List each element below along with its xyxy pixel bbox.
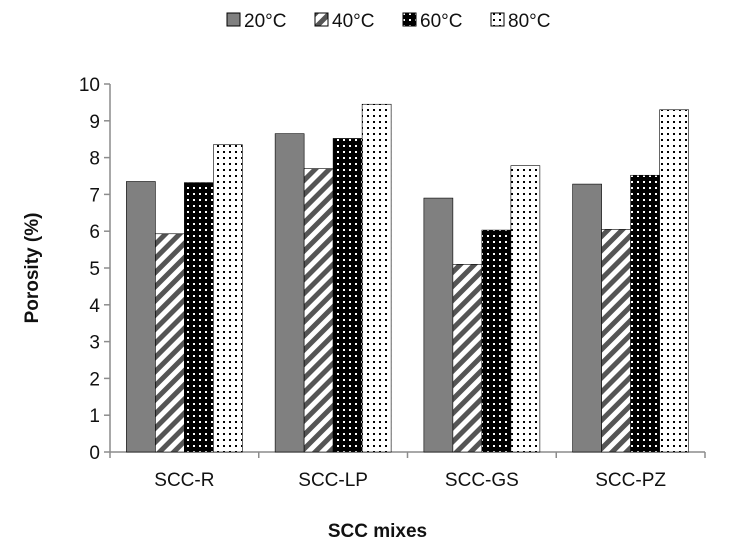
bar-scc-lp-series-3 bbox=[361, 103, 392, 453]
labels: 0 1 2 3 4 5 6 7 8 9 10 SCC-R SCC-LP SCC-GS SCC-PZ SCC m… bbox=[22, 75, 666, 542]
x-axis-title: SCC mixes bbox=[328, 521, 427, 542]
bar-scc-pz-series-3 bbox=[659, 109, 689, 453]
legend-swatch-3 bbox=[490, 12, 505, 27]
bar-scc-lp-series-0 bbox=[274, 133, 305, 453]
legend-swatch-0 bbox=[226, 12, 241, 27]
bar-scc-r-series-2 bbox=[184, 182, 214, 453]
bar-scc-r-series-1 bbox=[155, 233, 185, 453]
x-category-label: SCC-R bbox=[154, 470, 214, 491]
x-category-label: SCC-PZ bbox=[595, 470, 666, 491]
legend-label-0: 20°C bbox=[244, 11, 286, 32]
y-tick-label: 8 bbox=[89, 149, 100, 170]
bar-scc-gs-series-0 bbox=[423, 197, 454, 453]
bar-scc-pz-series-1 bbox=[601, 229, 631, 453]
bar-scc-gs-series-3 bbox=[510, 165, 541, 453]
x-category-label: SCC-LP bbox=[298, 470, 368, 491]
bar-scc-lp-series-2 bbox=[332, 138, 363, 453]
bar-scc-r-series-3 bbox=[213, 144, 243, 453]
y-tick-label: 4 bbox=[89, 296, 100, 317]
x-category-label: SCC-GS bbox=[445, 470, 519, 491]
bar-scc-r-series-0 bbox=[126, 181, 156, 453]
bar-scc-gs-series-2 bbox=[481, 229, 512, 453]
y-tick-label: 0 bbox=[89, 443, 100, 464]
legend-label-1: 40°C bbox=[332, 11, 374, 32]
y-axis-title: Porosity (%) bbox=[22, 213, 43, 324]
bar-scc-pz-series-2 bbox=[630, 174, 660, 453]
legend-label-3: 80°C bbox=[508, 11, 550, 32]
y-tick-label: 9 bbox=[89, 112, 100, 133]
y-tick-label: 7 bbox=[89, 185, 100, 206]
y-tick-label: 5 bbox=[89, 259, 100, 280]
y-tick-label: 2 bbox=[89, 369, 100, 390]
legend-swatch-1 bbox=[314, 12, 329, 27]
y-tick-label: 3 bbox=[89, 333, 100, 354]
bars bbox=[126, 103, 689, 453]
legend: 20°C 40°C 60°C 80°C bbox=[226, 11, 550, 32]
y-tick-label: 6 bbox=[89, 222, 100, 243]
bar-scc-gs-series-1 bbox=[452, 264, 483, 453]
bar-scc-lp-series-1 bbox=[303, 168, 334, 453]
legend-swatch-2 bbox=[402, 12, 417, 27]
bar-scc-pz-series-0 bbox=[572, 183, 602, 453]
y-tick-label: 10 bbox=[79, 75, 100, 96]
legend-label-2: 60°C bbox=[420, 11, 462, 32]
y-tick-label: 1 bbox=[89, 406, 100, 427]
